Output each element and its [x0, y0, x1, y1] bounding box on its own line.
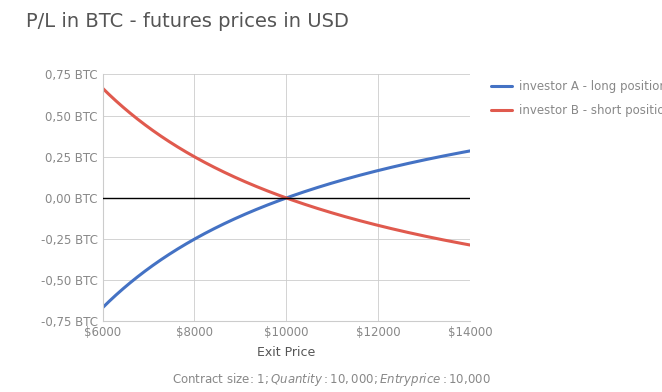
investor A - long position: [277, 198, 285, 202]
investor A - long position: [99, 305, 107, 310]
investor B - short position: [277, 194, 285, 198]
investor A - long position: [267, 201, 275, 206]
Legend: investor A - long position, investor B - short position: investor A - long position, investor B -…: [491, 80, 662, 117]
investor A - long position: [388, 165, 396, 169]
investor B - short position: [117, 103, 125, 108]
investor B - short position: [99, 86, 107, 91]
investor B - short position: [455, 241, 463, 245]
Line: investor A - long position: investor A - long position: [103, 151, 470, 308]
X-axis label: Exit Price: Exit Price: [258, 346, 315, 359]
investor B - short position: [388, 227, 396, 231]
Text: P/L in BTC - futures prices in USD: P/L in BTC - futures prices in USD: [26, 12, 350, 31]
Text: Contract size: $1; Quantity: 10,000; Entry price: $10,000: Contract size: $1; Quantity: 10,000; Ent…: [171, 371, 491, 388]
Line: investor B - short position: investor B - short position: [103, 88, 470, 245]
investor A - long position: [455, 151, 463, 155]
investor A - long position: [117, 288, 125, 292]
investor A - long position: [466, 149, 474, 153]
investor A - long position: [455, 151, 463, 155]
investor B - short position: [267, 190, 275, 195]
investor B - short position: [455, 241, 463, 245]
investor B - short position: [466, 243, 474, 247]
